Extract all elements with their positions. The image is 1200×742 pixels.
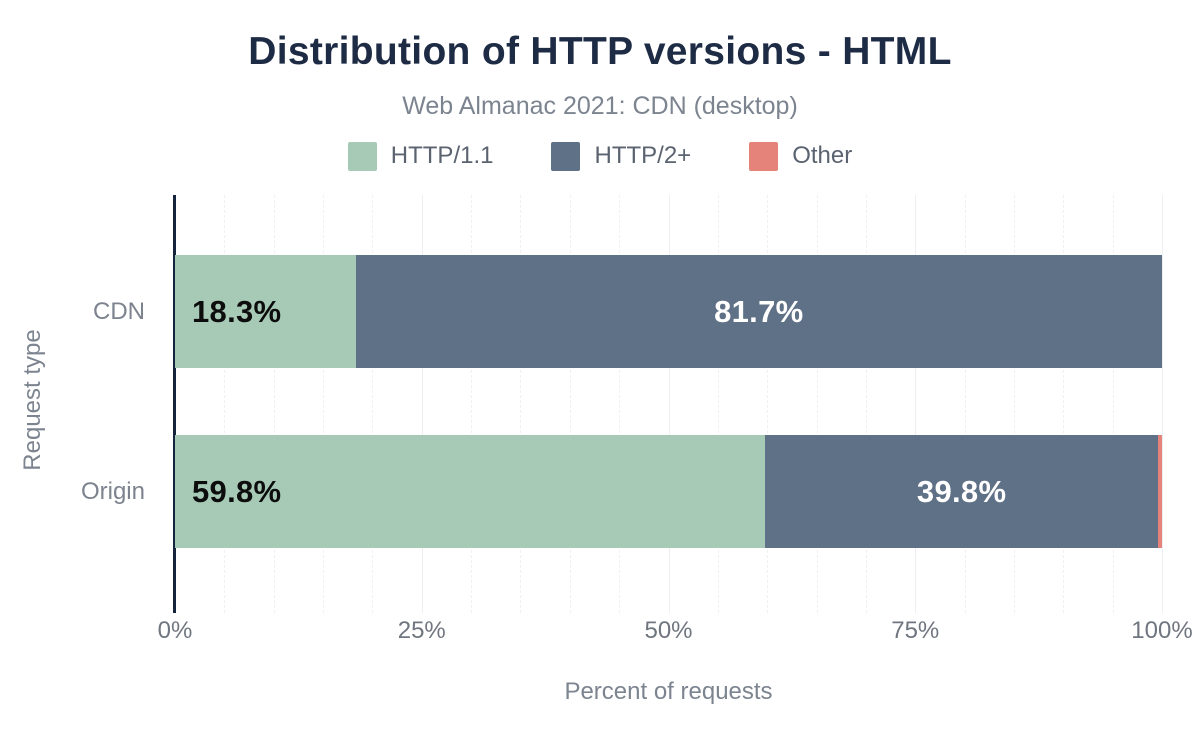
legend-item[interactable]: HTTP/2+ bbox=[551, 141, 692, 171]
chart-title: Distribution of HTTP versions - HTML bbox=[248, 30, 952, 73]
gridline bbox=[717, 195, 719, 613]
gridline bbox=[323, 195, 325, 613]
y-axis-line bbox=[173, 195, 176, 613]
gridline bbox=[421, 195, 423, 613]
gridline bbox=[865, 195, 867, 613]
category-labels: CDN Origin bbox=[0, 195, 159, 613]
x-tick-label: 50% bbox=[644, 617, 693, 644]
bar-segment-cdn-http2[interactable]: 81.7% bbox=[355, 255, 1162, 368]
y-axis-title: Request type bbox=[19, 329, 46, 471]
category-label-cdn: CDN bbox=[93, 297, 145, 325]
gridline bbox=[520, 195, 522, 613]
gridline bbox=[619, 195, 621, 613]
chart-subtitle: Web Almanac 2021: CDN (desktop) bbox=[402, 92, 798, 120]
category-label-origin: Origin bbox=[80, 477, 145, 505]
gridline bbox=[1013, 195, 1015, 613]
legend-item-label: Other bbox=[792, 142, 853, 169]
legend-swatch-icon bbox=[749, 141, 779, 171]
bar-segment-label: 39.8% bbox=[916, 473, 1007, 509]
legend-item[interactable]: Other bbox=[749, 141, 853, 171]
bar-segment-origin-http2[interactable]: 39.8% bbox=[765, 435, 1159, 548]
gridline bbox=[964, 195, 966, 613]
x-axis-title: Percent of requests bbox=[564, 678, 773, 705]
legend-item[interactable]: HTTP/1.1 bbox=[347, 141, 494, 171]
x-tick-label: 25% bbox=[397, 617, 446, 644]
gridline bbox=[668, 195, 670, 613]
gridline bbox=[816, 195, 818, 613]
gridline bbox=[1063, 195, 1065, 613]
gridline bbox=[1162, 195, 1163, 613]
bar-segment-origin-other[interactable] bbox=[1158, 435, 1162, 548]
gridline bbox=[273, 195, 275, 613]
plot-area: 18.3% 81.7% 59.8% 39.8% bbox=[173, 195, 1163, 613]
gridline bbox=[915, 195, 917, 613]
legend-swatch-icon bbox=[551, 141, 581, 171]
legend-item-label: HTTP/1.1 bbox=[390, 142, 494, 169]
bar-segment-label: 59.8% bbox=[192, 473, 282, 509]
bar-segment-label: 81.7% bbox=[714, 293, 804, 329]
bar-segment-cdn-http11[interactable]: 18.3% bbox=[175, 255, 356, 368]
x-axis-ticks: 0% 25% 50% 75% 100% bbox=[158, 617, 1193, 647]
bar-row-cdn: 18.3% 81.7% bbox=[175, 255, 1162, 368]
x-tick-label: 100% bbox=[1131, 617, 1193, 644]
bar-row-origin: 59.8% 39.8% bbox=[175, 435, 1162, 548]
bar-segment-origin-http11[interactable]: 59.8% bbox=[175, 435, 766, 548]
x-tick-label: 75% bbox=[891, 617, 940, 644]
gridline bbox=[569, 195, 571, 613]
legend: HTTP/1.1 HTTP/2+ Other bbox=[0, 140, 1200, 172]
gridline bbox=[767, 195, 769, 613]
gridline bbox=[224, 195, 226, 613]
gridline bbox=[372, 195, 374, 613]
x-tick-label: 0% bbox=[157, 617, 193, 644]
legend-swatch-icon bbox=[347, 141, 377, 171]
gridline bbox=[1112, 195, 1114, 613]
gridline bbox=[471, 195, 473, 613]
bar-segment-label: 18.3% bbox=[192, 293, 282, 329]
legend-item-label: HTTP/2+ bbox=[594, 142, 692, 169]
